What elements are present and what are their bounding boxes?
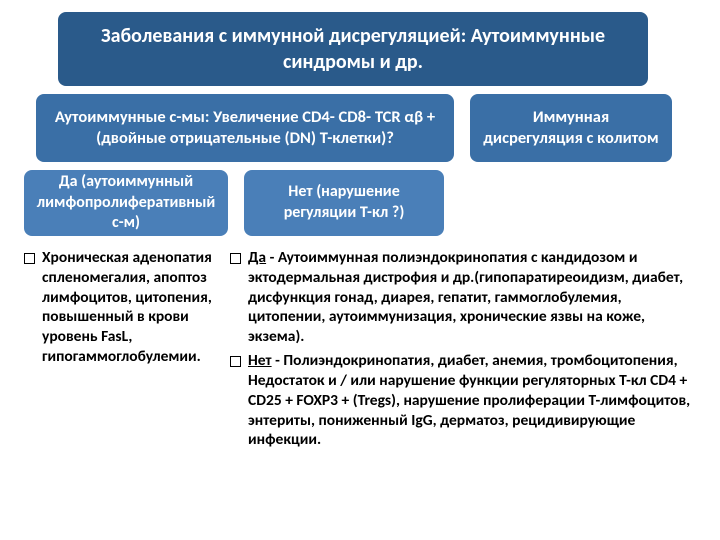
colitis-box: Иммунная дисрегуляция с колитом — [470, 94, 672, 162]
list-item: Да - Аутоиммунная полиэндокринопатия с к… — [230, 248, 700, 347]
colitis-text: Иммунная дисрегуляция с колитом — [482, 107, 660, 150]
list-item: Нет - Полиэндокринопатия, диабет, анемия… — [230, 351, 700, 450]
answer-no-text: Нет (нарушение регуляции Т-кл ?) — [256, 182, 432, 224]
bullet-text: - Аутоиммунная полиэндокринопатия с канд… — [248, 248, 683, 346]
bullet-text: Хроническая аденопатия спленомегалия, ап… — [42, 248, 212, 366]
bullet-text: - Полиэндокринопатия, диабет, анемия, тр… — [248, 351, 690, 449]
answer-no-box: Нет (нарушение регуляции Т-кл ?) — [244, 170, 444, 236]
right-bullet-column: Да - Аутоиммунная полиэндокринопатия с к… — [230, 248, 700, 454]
bullet-prefix: Да — [248, 248, 266, 267]
answer-yes-box: Да (аутоиммунный лимфопролиферативный с-… — [24, 170, 228, 236]
autoimmune-question-box: Аутоиммунные с-мы: Увеличение CD4- CD8- … — [36, 94, 454, 162]
list-item: Хроническая аденопатия спленомегалия, ап… — [24, 248, 218, 367]
title-text: Заболевания с иммунной дисрегуляцией: Ау… — [70, 23, 636, 75]
left-bullet-column: Хроническая аденопатия спленомегалия, ап… — [24, 248, 218, 371]
answer-yes-text: Да (аутоиммунный лимфопролиферативный с-… — [36, 172, 216, 234]
bullet-prefix: Нет — [248, 351, 272, 370]
title-box: Заболевания с иммунной дисрегуляцией: Ау… — [58, 12, 648, 86]
autoimmune-question-text: Аутоиммунные с-мы: Увеличение CD4- CD8- … — [48, 107, 442, 150]
